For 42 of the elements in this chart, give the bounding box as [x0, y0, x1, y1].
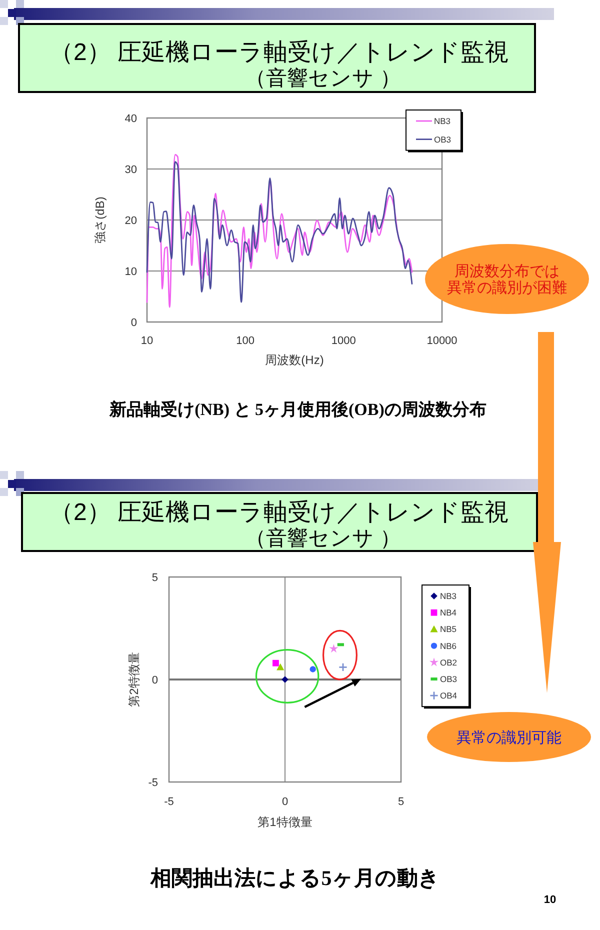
legend-label: NB4 — [440, 608, 457, 618]
x-axis-title: 第1特徴量 — [258, 815, 312, 829]
y-tick-label: 0 — [130, 316, 137, 329]
text: 周波数分布では異常の識別が困難 — [447, 263, 567, 296]
point — [276, 663, 284, 670]
legend-label: NB3 — [434, 116, 451, 126]
chart-subtitle: （音響センサ ） — [245, 67, 401, 90]
chart-title: （2） 圧延機ローラ軸受け／トレンド監視 — [49, 39, 509, 66]
chart-subtitle: （音響センサ ） — [245, 527, 401, 550]
point — [338, 662, 348, 672]
legend-label: OB4 — [440, 690, 458, 701]
point — [282, 676, 288, 683]
point — [329, 644, 338, 653]
y-tick-label: -5 — [148, 776, 158, 789]
point — [310, 666, 316, 672]
text: 10 — [544, 894, 556, 906]
x-tick-label: 100 — [236, 335, 255, 347]
y-axis-title: 第2特徴量 — [127, 652, 141, 707]
text: 新品軸受け(NB) と 5ヶ月使用後(OB)の周波数分布 — [108, 400, 486, 419]
x-tick-label: 1000 — [331, 335, 356, 347]
legend-label: NB5 — [440, 624, 457, 634]
x-axis-title: 周波数(Hz) — [265, 353, 324, 367]
y-tick-label: 40 — [124, 112, 137, 125]
legend-label: NB6 — [440, 640, 457, 651]
text: 異常の識別可能 — [456, 729, 562, 746]
legend-label: NB3 — [440, 590, 457, 601]
y-tick-label: 0 — [152, 674, 158, 686]
x-tick-label: 5 — [398, 796, 404, 808]
y-axis-title: 強さ(dB) — [93, 196, 107, 244]
x-tick-label: -5 — [164, 796, 174, 808]
y-tick-label: 30 — [124, 164, 137, 176]
y-tick-label: 10 — [124, 266, 137, 278]
point — [272, 660, 279, 666]
x-tick-label: 10000 — [426, 335, 458, 347]
legend-label: OB2 — [440, 657, 458, 668]
x-tick-label: 0 — [282, 796, 288, 808]
legend-label: OB3 — [440, 674, 458, 684]
chart-title: （2） 圧延機ローラ軸受け／トレンド監視 — [49, 499, 509, 526]
y-tick-label: 20 — [124, 214, 137, 227]
y-tick-label: 5 — [152, 572, 158, 584]
text: 相関抽出法による5ヶ月の動き — [149, 866, 440, 890]
legend-label: OB3 — [434, 134, 452, 144]
